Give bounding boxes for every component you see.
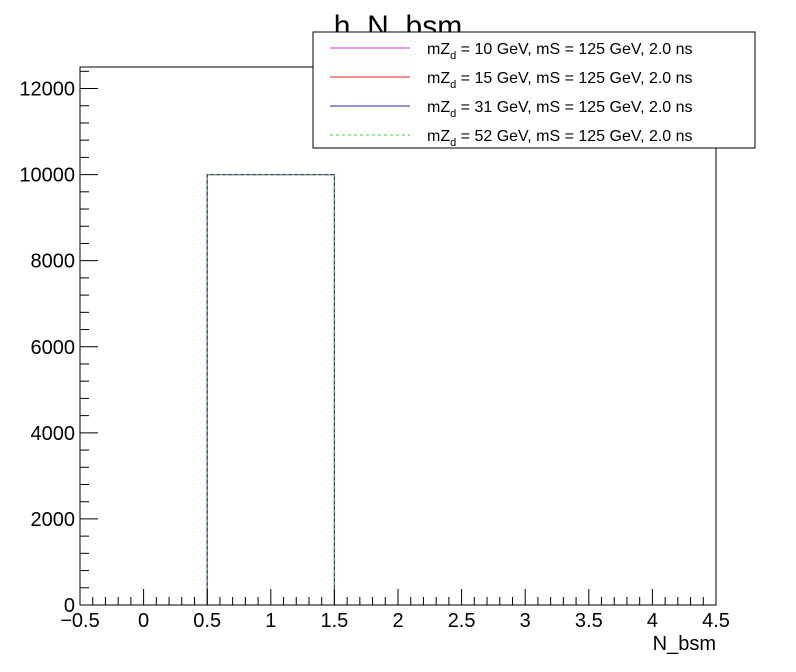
legend-label-4: mZd = 52 GeV, mS = 125 GeV, 2.0 ns xyxy=(427,128,693,149)
y-tick-label: 12000 xyxy=(19,79,75,101)
y-tick-label: 0 xyxy=(64,595,75,617)
legend: mZd = 10 GeV, mS = 125 GeV, 2.0 ns mZd = … xyxy=(312,31,756,149)
y-tick-label: 8000 xyxy=(31,251,76,273)
x-tick-label: 2 xyxy=(392,610,403,632)
x-tick-label: 3 xyxy=(520,610,531,632)
x-tick-label: 1 xyxy=(265,610,276,632)
y-axis-ticks: 0 2000 4000 6000 8000 10000 12000 xyxy=(19,70,98,617)
x-tick-label: 3.5 xyxy=(575,610,603,632)
legend-box xyxy=(312,31,756,149)
x-tick-label: 4.5 xyxy=(702,610,730,632)
legend-label-3: mZd = 31 GeV, mS = 125 GeV, 2.0 ns xyxy=(427,99,693,120)
y-tick-label: 4000 xyxy=(31,423,76,445)
x-axis-ticks: −0.5 0 0.5 1 1.5 2 2.5 3 3.5 4 4.5 xyxy=(60,589,730,632)
x-tick-label: 4 xyxy=(647,610,658,632)
legend-label-1: mZd = 10 GeV, mS = 125 GeV, 2.0 ns xyxy=(427,41,693,62)
y-tick-label: 6000 xyxy=(31,337,76,359)
x-tick-label: 1.5 xyxy=(320,610,348,632)
y-tick-label: 2000 xyxy=(31,509,76,531)
x-tick-label: −0.5 xyxy=(60,610,99,632)
legend-label-2: mZd = 15 GeV, mS = 125 GeV, 2.0 ns xyxy=(427,70,693,91)
x-tick-label: 2.5 xyxy=(448,610,476,632)
x-tick-label: 0 xyxy=(138,610,149,632)
histogram-series-4 xyxy=(80,174,716,606)
x-axis-title: N_bsm xyxy=(653,633,716,655)
x-tick-label: 0.5 xyxy=(193,610,221,632)
y-tick-label: 10000 xyxy=(19,165,75,187)
